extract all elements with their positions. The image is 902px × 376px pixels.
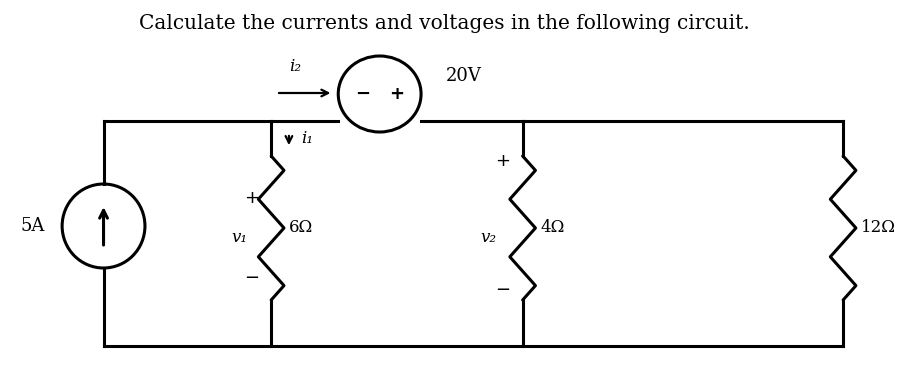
Text: 20V: 20V: [446, 67, 482, 85]
Text: −: −: [495, 281, 511, 299]
Text: v₁: v₁: [232, 229, 248, 247]
Text: i₁: i₁: [300, 130, 313, 147]
Text: 4Ω: 4Ω: [540, 220, 565, 237]
Text: Calculate the currents and voltages in the following circuit.: Calculate the currents and voltages in t…: [140, 14, 750, 33]
Text: +: +: [390, 85, 405, 103]
Text: +: +: [495, 152, 511, 170]
Text: v₂: v₂: [480, 229, 496, 247]
Text: i₂: i₂: [289, 58, 301, 75]
Text: 5A: 5A: [20, 217, 44, 235]
Text: 6Ω: 6Ω: [289, 220, 313, 237]
Text: −: −: [354, 85, 370, 103]
Text: +: +: [244, 189, 259, 207]
Text: 12Ω: 12Ω: [861, 220, 896, 237]
Text: −: −: [244, 269, 259, 287]
